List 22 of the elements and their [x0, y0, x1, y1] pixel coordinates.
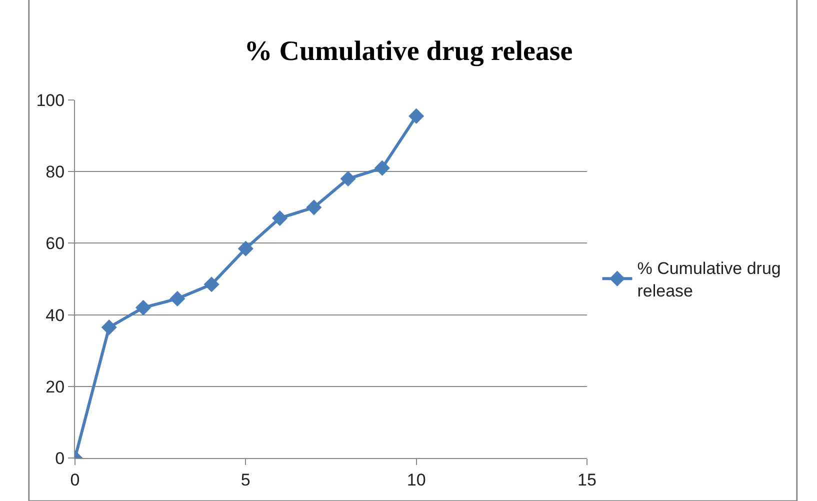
y-tick-label: 100 — [36, 90, 65, 110]
point — [374, 160, 390, 176]
legend-label: % Cumulative drug release — [637, 259, 781, 300]
y-tick-label: 60 — [46, 234, 65, 254]
point — [306, 200, 322, 216]
point — [204, 276, 220, 292]
point — [170, 290, 186, 306]
point — [101, 320, 117, 336]
chart-title: % Cumulative drug release — [244, 36, 573, 67]
x-tick-label: 15 — [578, 470, 596, 490]
y-tick-label: 20 — [46, 377, 65, 396]
point — [135, 300, 152, 316]
x-tick-label: 5 — [240, 470, 250, 490]
point — [238, 240, 254, 256]
x-tick-label: 10 — [406, 470, 426, 490]
y-tick-label: 80 — [46, 162, 65, 182]
y-tick-label: 40 — [46, 306, 65, 325]
point — [272, 210, 288, 226]
y-tick-label: 0 — [55, 448, 65, 468]
point — [340, 170, 356, 187]
x-tick-label: 0 — [70, 470, 80, 490]
point — [408, 108, 424, 124]
